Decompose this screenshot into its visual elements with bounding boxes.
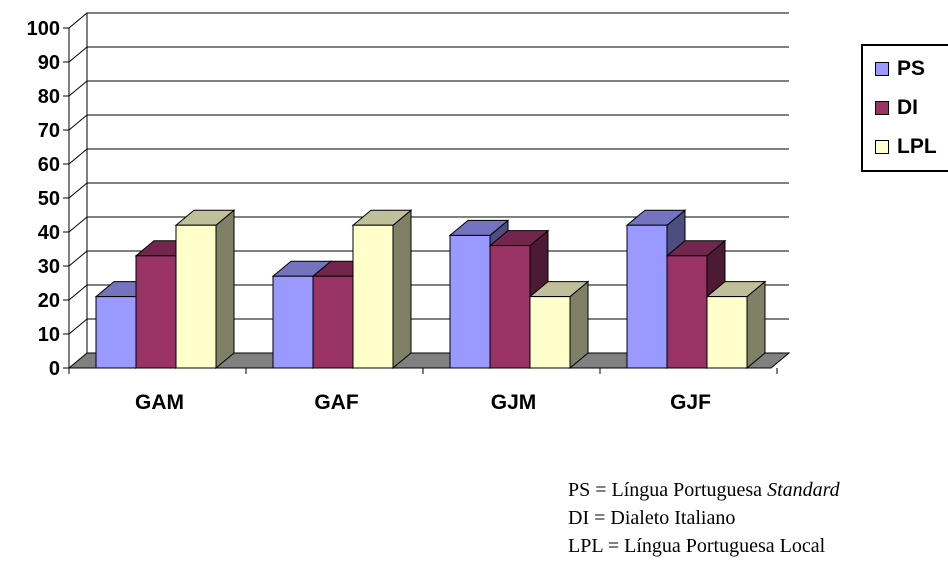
bar-lpl-gam (174, 209, 236, 370)
y-tick-label-60: 60 (38, 154, 60, 176)
bar-di-gaf-front (312, 275, 354, 369)
y-tick-label-50: 50 (38, 188, 60, 210)
y-tick-label-70: 70 (38, 120, 60, 142)
bar-lpl-gjf-front (706, 296, 748, 369)
legend-item-di: DI (875, 95, 918, 121)
note-lpl-eq: = (602, 535, 625, 557)
note-ps-eq: = (590, 479, 612, 501)
bar-lpl-gaf-side (392, 209, 412, 370)
bar-lpl-gjf (705, 280, 767, 370)
bar-ps-gjf-front (626, 224, 668, 369)
note-di-eq: = (589, 507, 611, 529)
bar-di-gjm-front (489, 245, 531, 369)
category-label-gjm: GJM (491, 391, 537, 414)
bar-ps-gam-front (95, 296, 137, 369)
bar-lpl-gaf (351, 209, 413, 370)
note-ps: PS = Língua Portuguesa Standard (568, 476, 840, 504)
category-label-gam: GAM (135, 391, 184, 414)
bars (94, 209, 767, 370)
legend-item-lpl: LPL (875, 134, 937, 160)
category-label-gaf: GAF (314, 391, 359, 414)
y-tick-label-40: 40 (38, 222, 60, 244)
bar-lpl-gaf-front (352, 224, 394, 369)
note-di: DI = Dialeto Italiano (568, 504, 840, 532)
note-lpl-text: Língua Portuguesa Local (624, 535, 826, 557)
legend-item-ps: PS (875, 56, 925, 82)
note-ps-emph: Standard (767, 479, 840, 501)
gridline-80 (68, 80, 789, 97)
y-tick-label-100: 100 (27, 18, 60, 40)
abbreviation-notes: PS = Língua Portuguesa Standard DI = Dia… (568, 476, 840, 560)
gridline-90 (68, 46, 789, 63)
bar-lpl-gjm (528, 280, 590, 370)
bar-lpl-gam-side (215, 209, 235, 370)
note-di-abbr: DI (568, 507, 590, 529)
y-tick-label-10: 10 (38, 324, 60, 346)
category-label-gjf: GJF (670, 391, 711, 414)
note-lpl: LPL = Língua Portuguesa Local (568, 532, 840, 560)
bar-ps-gaf-front (272, 275, 314, 369)
gridline-60 (68, 148, 789, 165)
legend-label-ps: PS (897, 57, 926, 80)
y-tick-label-20: 20 (38, 290, 60, 312)
y-tick-label-0: 0 (49, 358, 60, 380)
gridline-70 (68, 114, 789, 131)
y-tick-labels: 0 10 20 30 40 50 60 70 80 90 100 (27, 18, 60, 380)
legend-label-lpl: LPL (897, 135, 937, 158)
legend-swatch-di (875, 101, 889, 115)
y-tick-label-80: 80 (38, 86, 60, 108)
note-ps-text: Língua Portuguesa (611, 479, 768, 501)
note-di-text: Dialeto Italiano (610, 507, 736, 529)
bar-ps-gjm-front (449, 234, 491, 369)
bar-lpl-gjm-front (529, 296, 571, 369)
y-tick-label-30: 30 (38, 256, 60, 278)
legend-swatch-ps (875, 62, 889, 76)
legend-swatch-lpl (875, 140, 889, 154)
gridline-50 (68, 182, 789, 199)
note-lpl-abbr: LPL (568, 535, 603, 557)
legend: PS DI LPL (861, 44, 948, 172)
y-tick-label-90: 90 (38, 52, 60, 74)
gridline-100 (68, 12, 789, 29)
bar-di-gjf-front (666, 255, 708, 369)
bar-lpl-gam-front (175, 224, 217, 369)
category-labels: GAM GAF GJM GJF (135, 391, 711, 414)
legend-label-di: DI (897, 96, 918, 119)
note-ps-abbr: PS (568, 479, 591, 501)
bar-di-gam-front (135, 255, 177, 369)
